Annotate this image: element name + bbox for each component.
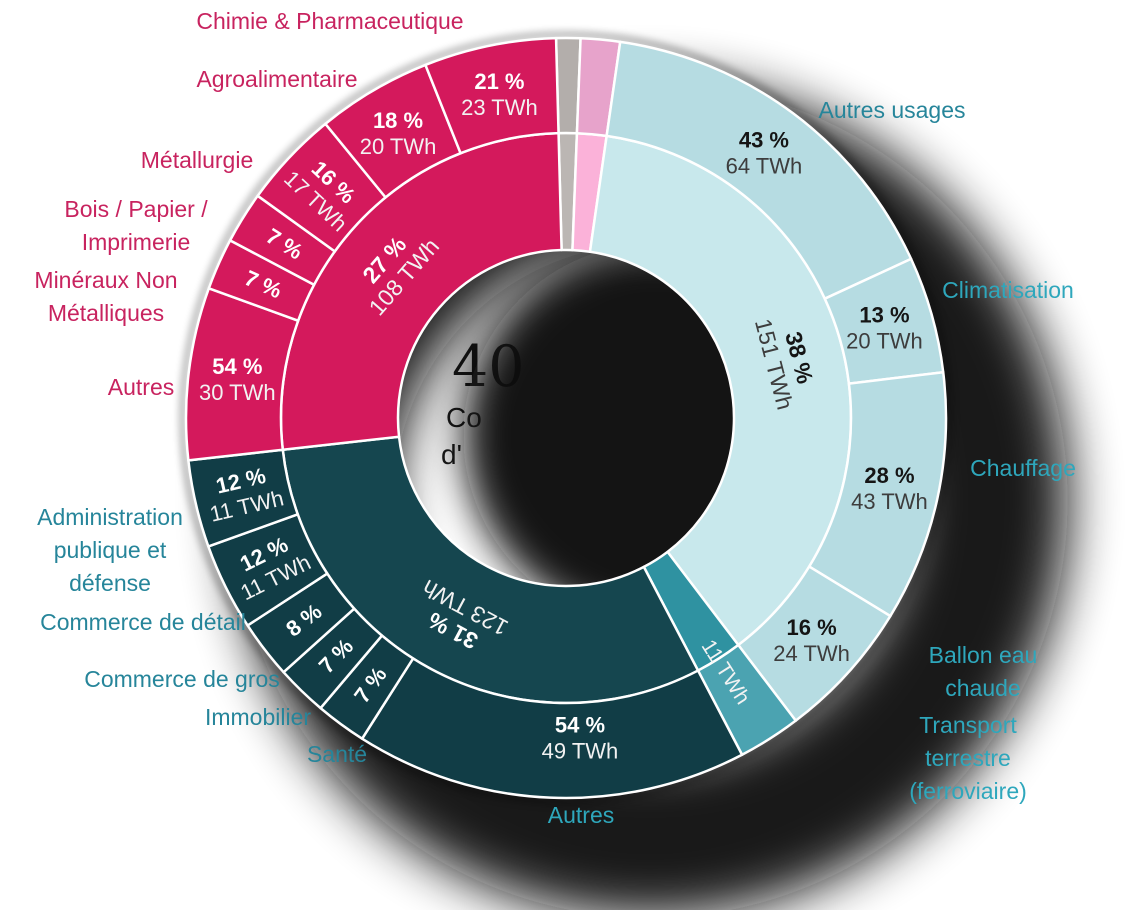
callout-transport-ferroviaire: Transport terrestre (ferroviaire) (909, 712, 1027, 804)
label-agroalimentaire: 18 % 20 TWh (360, 108, 437, 159)
label-autres-usages: 43 % 64 TWh (726, 128, 803, 179)
callout-chauffage: Chauffage (970, 455, 1076, 481)
callout-autres-industrie: Autres (107, 374, 175, 400)
callout-chimie-pharma: Chimie & Pharmaceutique (196, 8, 464, 34)
center-caption-line2-partial: d' (441, 439, 462, 470)
callout-immobilier: Immobilier (204, 704, 312, 730)
callout-climatisation: Climatisation (942, 277, 1074, 303)
label-autres-tertiaire: 54 % 49 TWh (542, 713, 619, 764)
callout-bois-papier: Bois / Papier / Imprimerie (64, 196, 208, 255)
label-chauffage: 28 % 43 TWh (851, 463, 928, 514)
callout-sante: Santé (306, 741, 368, 767)
callout-mineraux: Minéraux Non Métalliques (34, 267, 178, 326)
callout-administration: Administration publique et défense (37, 504, 183, 596)
label-autres-industrie: 54 % 30 TWh (199, 354, 276, 405)
callout-ballon-eau-chaude: Ballon eau chaude (928, 642, 1038, 701)
callout-commerce-detail: Commerce de détail (40, 609, 246, 635)
segment-chimie-pharma (424, 36, 560, 155)
callout-autres-usages: Autres usages (818, 97, 966, 123)
callout-autres-tertiaire: Autres (547, 802, 615, 828)
callout-agroalimentaire: Agroalimentaire (196, 66, 358, 92)
rim-shadow (180, 32, 952, 804)
callout-metallurgie: Métallurgie (140, 147, 254, 173)
label-climatisation: 13 % 20 TWh (846, 303, 923, 354)
donut-rings (184, 36, 948, 800)
callout-commerce-gros: Commerce de gros (84, 666, 280, 692)
label-chimie-pharma: 21 % 23 TWh (461, 69, 538, 120)
label-ballon-eau-chaude: 16 % 24 TWh (773, 615, 850, 666)
